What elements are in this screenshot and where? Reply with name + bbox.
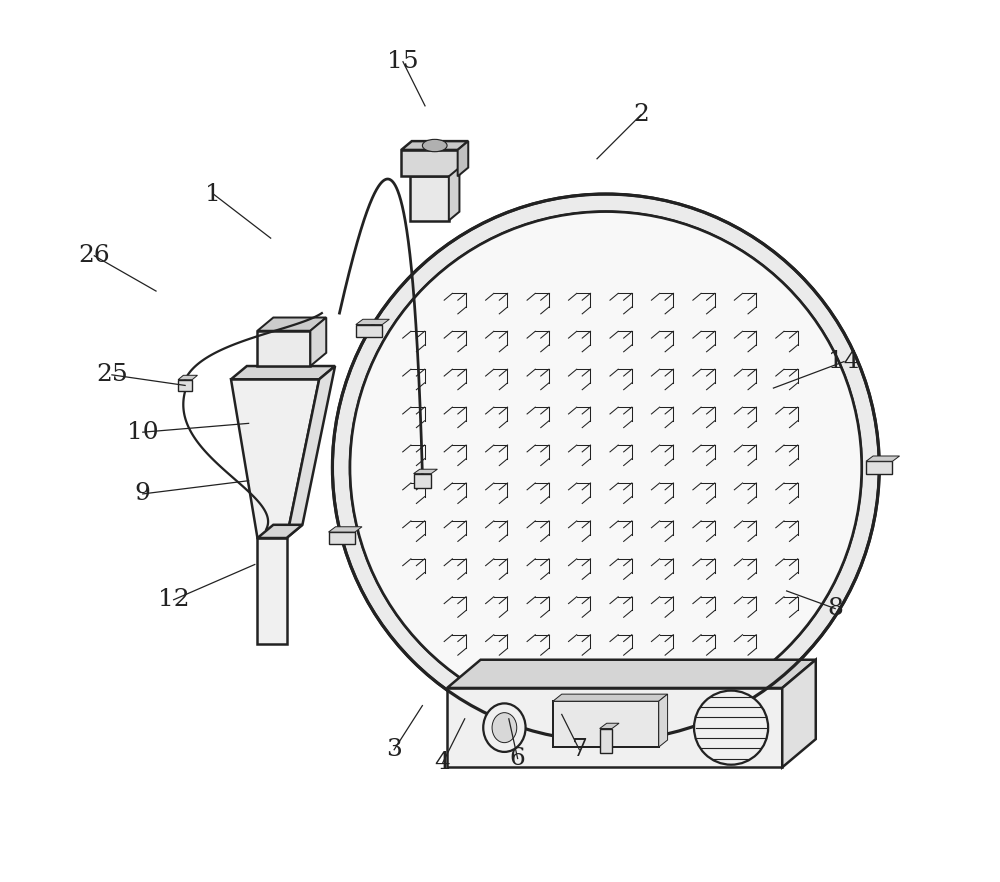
Text: 6: 6 [510,747,526,770]
Wedge shape [332,194,879,741]
Polygon shape [782,660,816,767]
Polygon shape [600,729,612,753]
Text: 25: 25 [96,363,128,386]
Text: 7: 7 [571,738,587,761]
Polygon shape [356,325,382,337]
Polygon shape [178,380,192,392]
Polygon shape [329,527,362,532]
Text: 2: 2 [633,103,649,126]
Text: 10: 10 [127,421,159,444]
Text: 3: 3 [386,738,402,761]
Polygon shape [401,141,468,150]
Polygon shape [257,538,287,644]
Polygon shape [231,379,319,538]
Polygon shape [287,366,335,538]
Polygon shape [866,461,892,474]
Polygon shape [447,688,782,767]
Text: 4: 4 [435,751,451,774]
Ellipse shape [483,704,526,751]
Polygon shape [178,376,197,380]
Polygon shape [257,318,326,331]
Polygon shape [553,694,668,701]
Polygon shape [356,319,389,325]
Polygon shape [401,150,458,176]
Polygon shape [449,168,459,220]
Polygon shape [414,469,437,474]
Polygon shape [257,525,302,538]
Polygon shape [257,331,310,366]
Polygon shape [600,723,619,729]
Ellipse shape [492,713,517,743]
Text: 1: 1 [205,183,221,206]
Ellipse shape [422,139,447,152]
Polygon shape [659,694,668,747]
Polygon shape [553,701,659,747]
Text: 8: 8 [827,597,843,620]
Polygon shape [329,532,355,544]
Circle shape [694,691,768,765]
Text: 26: 26 [78,244,110,267]
Circle shape [350,212,862,723]
Polygon shape [447,660,816,688]
Polygon shape [458,141,468,176]
Text: 15: 15 [387,50,419,73]
Polygon shape [414,474,431,488]
Polygon shape [866,456,900,461]
Polygon shape [310,318,326,366]
Polygon shape [231,366,335,379]
Text: 12: 12 [158,588,189,611]
Polygon shape [410,176,449,220]
Text: 14: 14 [828,350,860,373]
Text: 9: 9 [135,482,151,505]
